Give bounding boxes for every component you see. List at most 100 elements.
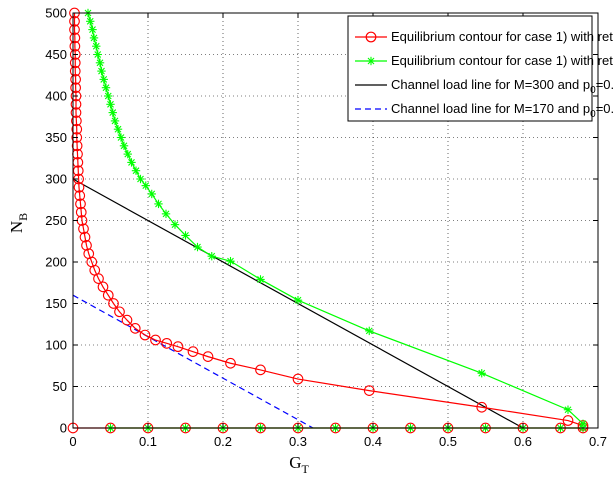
y-axis-title-main: N xyxy=(7,221,26,233)
star-stroke xyxy=(365,327,373,335)
star-stroke xyxy=(94,51,102,58)
star-stroke xyxy=(96,59,104,67)
star-stroke xyxy=(142,182,150,190)
legend: Equilibrium contour for case 1) with ret… xyxy=(347,15,613,122)
green-star-marker xyxy=(113,125,123,134)
legend-label-black-tail: =0.2 xyxy=(596,77,613,92)
green-star-marker xyxy=(154,199,163,209)
red-circle-marker xyxy=(172,341,184,353)
star-stroke xyxy=(132,167,140,175)
red-circle-marker xyxy=(562,415,574,426)
green-star-marker xyxy=(92,42,101,51)
y-tick-label: 500 xyxy=(45,6,67,21)
green-star-marker xyxy=(127,158,136,167)
y-tick-label: 0 xyxy=(60,421,67,436)
legend-swatch-red-circle xyxy=(365,31,377,43)
y-tick-label: 100 xyxy=(45,338,67,353)
red-circle-marker xyxy=(70,74,81,85)
star-stroke xyxy=(564,406,572,414)
green-star-marker xyxy=(141,181,150,190)
star-stroke xyxy=(478,369,486,377)
red-circle-marker xyxy=(121,314,133,326)
x-axis-title-sub: T xyxy=(301,462,309,476)
red-circle-marker xyxy=(81,240,92,251)
legend-star-glyph xyxy=(366,56,376,66)
green-star-marker xyxy=(108,108,117,117)
legend-label-black: Channel load line for M=300 and p0=0.2 xyxy=(391,77,613,96)
green-star-marker xyxy=(97,66,106,76)
x-axis-title-main: G xyxy=(289,453,301,472)
green-star-marker xyxy=(131,166,141,175)
green-star-marker xyxy=(136,174,145,184)
legend-label-green: Equilibrium contour for case 1) with ret… xyxy=(391,53,613,72)
red-circle-marker xyxy=(75,198,86,210)
legend-entry-blue-dashed: Channel load line for M=170 and p0=0.2 xyxy=(355,101,613,120)
red-circle-marker xyxy=(69,32,81,44)
green-star-marker xyxy=(106,100,115,109)
star-stroke xyxy=(90,34,98,42)
red-circle-marker xyxy=(70,82,81,94)
red-circle-marker xyxy=(69,57,81,69)
green-star-marker xyxy=(477,369,486,378)
star-stroke xyxy=(111,117,119,125)
star-stroke xyxy=(171,221,179,229)
star-stroke xyxy=(367,57,375,65)
red-circle-marker xyxy=(255,364,266,376)
legend-entry-red-circle: Equilibrium contour for case 1) with ret… xyxy=(355,29,613,48)
green-star-marker xyxy=(89,33,99,43)
legend-entry-green-star: Equilibrium contour for case 1) with ret… xyxy=(355,53,613,72)
y-tick-label: 50 xyxy=(53,379,67,394)
x-axis-ticks: 0 0.1 0.2 0.3 0.4 0.5 0.6 0.7 xyxy=(69,13,607,449)
green-star-marker xyxy=(226,256,235,266)
red-circle-marker xyxy=(74,190,86,201)
green-star-marker xyxy=(95,58,105,67)
star-stroke xyxy=(102,84,110,92)
y-tick-label: 350 xyxy=(45,130,67,145)
green-star-marker xyxy=(365,326,374,336)
red-circle-marker xyxy=(71,140,83,152)
star-stroke xyxy=(148,190,156,198)
legend-label-red-main: Equilibrium contour for case 1) with ret… xyxy=(391,29,613,44)
star-stroke xyxy=(120,142,128,150)
series-red-curve xyxy=(73,13,584,427)
star-stroke xyxy=(182,232,189,239)
star-stroke xyxy=(109,109,117,117)
y-tick-label: 300 xyxy=(45,172,67,187)
star-stroke xyxy=(162,210,170,218)
legend-label-black-sub: 0 xyxy=(590,85,596,96)
red-circle-marker xyxy=(69,40,81,52)
legend-label-red: Equilibrium contour for case 1) with ret… xyxy=(391,29,613,48)
legend-entry-black-line: Channel load line for M=300 and p0=0.2 xyxy=(355,77,613,96)
red-circle-marker xyxy=(102,289,114,301)
green-star-marker xyxy=(93,50,102,59)
star-stroke xyxy=(208,252,216,260)
red-circle-marker xyxy=(69,49,81,60)
x-tick-label: 0.2 xyxy=(214,434,232,449)
star-stroke xyxy=(227,257,234,265)
star-stroke xyxy=(98,67,105,75)
green-star-marker xyxy=(256,275,265,284)
green-star-marker xyxy=(101,83,111,92)
green-star-marker xyxy=(86,17,95,26)
red-circle-marker xyxy=(70,98,82,110)
series-blue-load-line xyxy=(72,294,314,429)
red-circle-marker xyxy=(70,90,82,102)
red-circle-marker xyxy=(69,65,81,77)
x-tick-label: 0.5 xyxy=(439,434,457,449)
star-stroke xyxy=(137,175,144,183)
red-circle-marker xyxy=(161,337,173,349)
red-circle-marker xyxy=(73,181,85,193)
x-axis-title: GT xyxy=(289,453,309,476)
red-circle-marker xyxy=(202,351,214,362)
x-tick-label: 0.4 xyxy=(364,434,382,449)
red-circle-marker xyxy=(187,346,199,357)
x-tick-label: 0 xyxy=(69,434,76,449)
star-stroke xyxy=(100,75,108,83)
y-tick-label: 200 xyxy=(45,255,67,270)
x-tick-label: 0.6 xyxy=(514,434,532,449)
red-circle-marker xyxy=(69,24,80,35)
green-star-marker xyxy=(170,220,180,229)
legend-label-green-main: Equilibrium contour for case 1) with ret… xyxy=(391,53,613,68)
star-stroke xyxy=(128,158,135,166)
